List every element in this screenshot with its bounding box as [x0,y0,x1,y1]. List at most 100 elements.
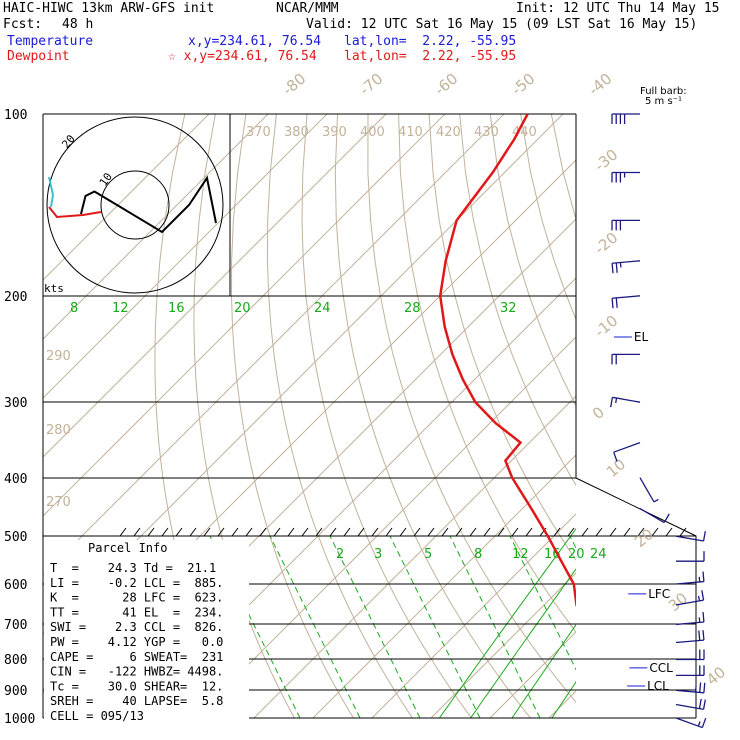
parcel-info-row: LI = -0.2 LCL = 885. [50,576,223,590]
y-tick-label: 1000 [4,712,35,727]
hatch-mark [441,527,449,537]
hatch-mark [301,527,309,537]
mixing-ratio-label: 3 [374,547,382,562]
isotherm-line [194,336,576,719]
header-fcst-value: 48 h [62,17,94,32]
hatch-mark [287,527,295,537]
level-marker-label: EL [634,330,649,344]
barb-note-line1: Full barb: [640,86,687,97]
hatch-mark [259,527,267,537]
isotherm-line [253,395,576,719]
wind-barb-flag [610,397,614,408]
hatch-mark [273,527,281,537]
parcel-info-box: Parcel Info T = 24.3 Td = 21.1LI = -0.2 … [44,540,249,723]
hatch-mark [399,527,407,537]
hodograph-trace-red [48,206,102,219]
mixing-ratio-label: 8 [474,547,482,562]
dry-adiabat-line [520,114,576,321]
isotherm-line [489,631,576,719]
wind-barb-flag [611,298,614,309]
mixing-ratio-label: 12 [112,301,129,316]
wind-barb-flag [615,397,618,404]
y-tick-label: 200 [4,290,27,305]
parcel-info-row: SWI = 2.3 CCL = 826. [50,620,223,634]
legend-temperature: Temperature [7,34,94,49]
hatch-mark [119,527,127,537]
mixing-ratio-label: 8 [70,301,78,316]
theta-left-label: 270 [46,495,71,510]
wind-barb-flag [663,513,670,523]
hatch-mark [665,527,673,537]
mixing-ratio-line [615,296,740,718]
dry-adiabat-line [398,114,576,633]
isotherm-line [371,513,576,719]
wind-barb-flag [611,263,614,274]
header-org: NCAR/MMM [276,1,339,16]
hatch-mark [329,527,337,537]
hatch-mark [525,527,533,537]
barb-note-line2: 5 m s⁻¹ [645,96,682,107]
dry-adiabat-line [367,114,576,703]
isotherm-line [43,114,387,458]
legend-dewpoint: Dewpoint [7,49,70,64]
isotherm-line [726,114,740,718]
wind-barb-shaft [639,507,665,524]
theta-label: 370 [246,125,271,140]
isotherm-label: -40 [585,70,615,100]
isotherm-label: -50 [508,70,538,100]
mixing-ratio-line [438,527,576,719]
level-marker-label: CCL [649,661,673,675]
hatch-mark [343,527,351,537]
hatch-mark [553,527,561,537]
hatch-mark [231,527,239,537]
wind-barbs [610,113,707,729]
mixing-ratio-line [653,296,740,718]
dewpoint-trace [438,114,576,608]
hatch-mark [679,527,687,537]
isotherm-label: -80 [279,70,309,100]
parcel-info-row: PW = 4.12 YGP = 0.0 [50,635,223,649]
wind-barb-flag [702,611,705,623]
hatch-mark [175,527,183,537]
dry-adiabat-line [704,114,740,718]
mixing-ratio-line [588,296,740,718]
mixing-ratio-label: 24 [590,547,607,562]
hatch-mark [455,527,463,537]
isotherm-label: -20 [591,229,621,259]
mixing-ratio-label: 28 [404,301,421,316]
hatch-mark [413,527,421,537]
wind-barb-flag [697,595,701,601]
wind-barb-shaft [675,689,704,694]
theta-label: 390 [322,125,347,140]
wind-barb-flag [698,630,701,641]
hatch-mark [245,527,253,537]
wind-barb-flag [703,682,706,693]
y-tick-label: 700 [4,618,27,633]
dry-adiabat-line [428,114,576,561]
hatch-mark [483,527,491,537]
isotherm-label: 0 [589,403,608,423]
dewpoint-xy: ☆ x,y=234.61, 76.54 [168,49,317,64]
hatch-mark [161,527,169,537]
mixing-ratio-label: 24 [314,301,331,316]
dry-adiabat-line [459,114,576,487]
hatch-mark [217,527,225,537]
parcel-info-row: CELL = 095/13 [50,709,144,723]
isotherm-line [43,114,446,517]
hatch-mark [133,527,141,537]
isotherm-label: -70 [356,70,386,100]
isotherm-line [43,114,210,281]
hatch-mark [371,527,379,537]
sounding-traces [438,114,576,608]
hatch-mark [315,527,323,537]
wind-barb-flag [701,590,705,601]
parcel-info-row: SREH = 40 LAPSE= 5.8 [50,694,223,708]
wind-barb-shaft [612,295,641,299]
right-frame-lower [575,477,697,718]
temperature-latlon: lat,lon= 2.22, -55.95 [344,34,517,49]
mixing-ratio-label: 20 [568,547,585,562]
parcel-info-row: TT = 41 EL = 234. [50,605,223,619]
y-tick-label: 100 [4,108,27,123]
moist-adiabat-line [509,535,576,671]
